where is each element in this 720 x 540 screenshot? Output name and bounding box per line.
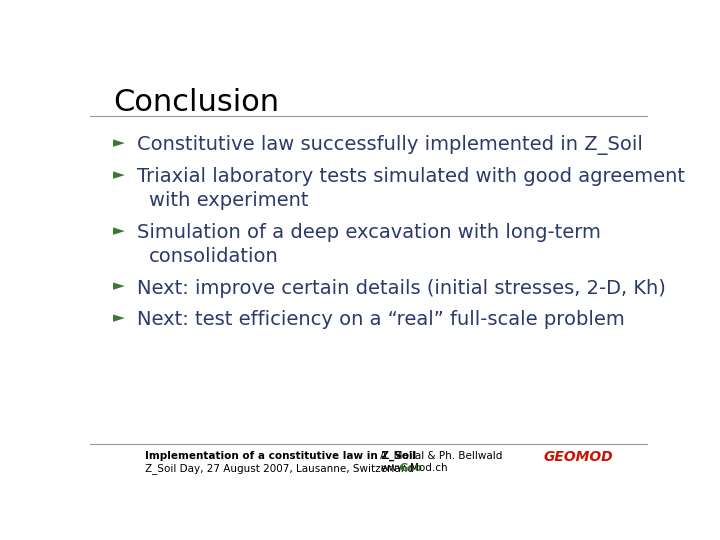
Text: Triaxial laboratory tests simulated with good agreement: Triaxial laboratory tests simulated with… [138, 167, 685, 186]
Text: with experiment: with experiment [148, 191, 308, 210]
Text: Implementation of a constitutive law in Z_Soil: Implementation of a constitutive law in … [145, 451, 416, 461]
Text: Z_Soil Day, 27 August 2007, Lausanne, Switzerland: Z_Soil Day, 27 August 2007, Lausanne, Sw… [145, 463, 414, 474]
Text: ►: ► [114, 279, 125, 294]
Text: Mod.ch: Mod.ch [410, 463, 448, 473]
Text: Z: Z [30, 498, 36, 508]
Text: 4: 4 [30, 515, 35, 524]
Text: ►: ► [114, 136, 125, 151]
Text: GEOMOD: GEOMOD [544, 450, 613, 464]
Text: Constitutive law successfully implemented in Z_Soil: Constitutive law successfully implemente… [138, 136, 643, 156]
Text: Conclusion: Conclusion [114, 87, 279, 117]
Text: Next: test efficiency on a “real” full-scale problem: Next: test efficiency on a “real” full-s… [138, 310, 625, 329]
Text: ►: ► [114, 223, 125, 238]
Text: ►: ► [114, 167, 125, 182]
Text: www.: www. [380, 463, 408, 473]
Text: ►: ► [114, 310, 125, 325]
Text: Geo: Geo [399, 463, 422, 473]
Text: consolidation: consolidation [148, 247, 279, 266]
Text: Next: improve certain details (initial stresses, 2-D, Kh): Next: improve certain details (initial s… [138, 279, 666, 298]
Text: A. Mellal & Ph. Bellwald: A. Mellal & Ph. Bellwald [380, 451, 503, 461]
Text: Simulation of a deep excavation with long-term: Simulation of a deep excavation with lon… [138, 223, 601, 242]
